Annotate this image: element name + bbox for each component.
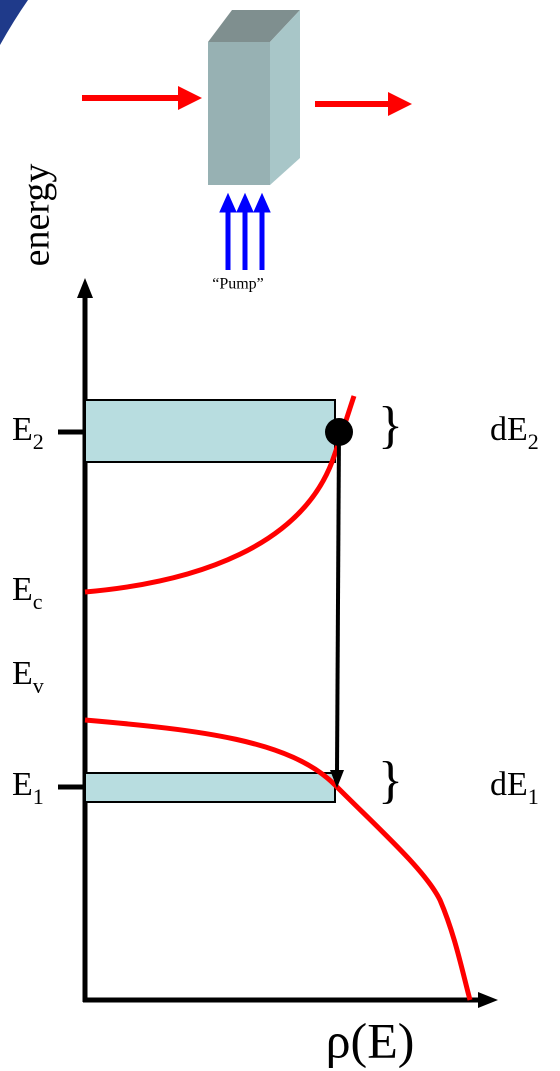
level-label: E1 bbox=[12, 766, 44, 809]
pump-label: “Pump” bbox=[212, 276, 264, 293]
block-top bbox=[208, 10, 300, 42]
y-axis-label: energy bbox=[16, 164, 58, 267]
lower-band bbox=[84, 772, 336, 803]
valence-dos bbox=[84, 717, 473, 1001]
input-arrowhead bbox=[178, 86, 202, 110]
pump-arrows bbox=[219, 192, 271, 270]
x-axis-arrowhead bbox=[478, 992, 498, 1008]
transition-arrow bbox=[335, 431, 341, 773]
block-side bbox=[270, 10, 300, 185]
brace: } bbox=[378, 397, 403, 454]
output-arrowhead bbox=[388, 92, 412, 116]
brace: } bbox=[378, 752, 403, 809]
level-label: Ec bbox=[12, 571, 43, 614]
x-axis-label: ρ(E) bbox=[326, 1012, 415, 1068]
y-axis-arrowhead bbox=[77, 278, 93, 298]
corner-decoration bbox=[0, 0, 28, 45]
upper-band bbox=[84, 399, 336, 463]
width-label: dE2 bbox=[490, 411, 539, 454]
block-front bbox=[208, 42, 270, 185]
transition-arrowhead bbox=[330, 770, 344, 788]
electron bbox=[325, 418, 353, 446]
width-label: dE1 bbox=[490, 766, 539, 809]
level-label: Ev bbox=[12, 655, 44, 698]
level-label: E2 bbox=[12, 411, 44, 454]
